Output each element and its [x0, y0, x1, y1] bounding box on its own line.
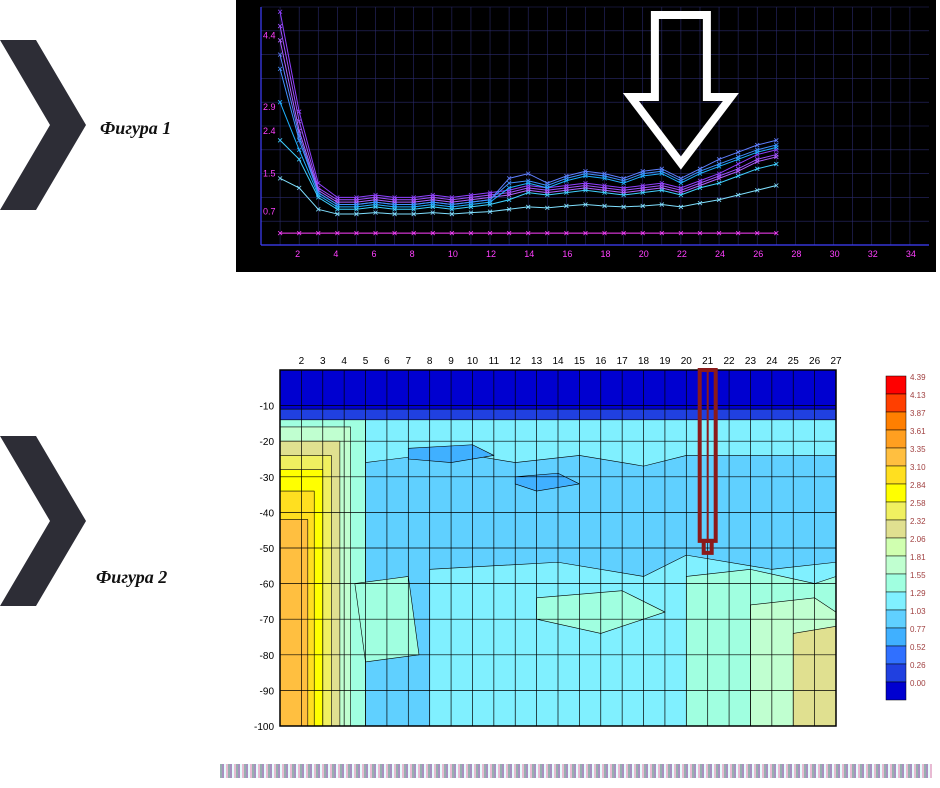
- svg-text:18: 18: [638, 356, 650, 367]
- svg-text:20: 20: [681, 356, 693, 367]
- svg-text:1.81: 1.81: [910, 553, 926, 562]
- svg-text:23: 23: [745, 356, 757, 367]
- svg-text:1.5: 1.5: [263, 169, 276, 179]
- svg-text:12: 12: [486, 249, 496, 259]
- footer-strip: [220, 764, 932, 778]
- figure-1-svg: 0.71.52.42.94.42468101214161820222426283…: [239, 3, 933, 269]
- svg-text:-10: -10: [260, 402, 275, 413]
- svg-text:1.03: 1.03: [910, 607, 926, 616]
- svg-text:4: 4: [341, 356, 347, 367]
- svg-text:2.4: 2.4: [263, 126, 276, 136]
- svg-text:1.29: 1.29: [910, 589, 926, 598]
- svg-text:2: 2: [295, 249, 300, 259]
- svg-text:27: 27: [830, 356, 842, 367]
- svg-text:22: 22: [724, 356, 736, 367]
- svg-text:3: 3: [320, 356, 326, 367]
- svg-text:4.39: 4.39: [910, 373, 926, 382]
- svg-text:24: 24: [766, 356, 778, 367]
- page-root: Фигура 1 0.71.52.42.94.42468101214161820…: [0, 0, 940, 788]
- svg-text:0.7: 0.7: [263, 207, 276, 217]
- svg-text:-100: -100: [254, 722, 274, 733]
- svg-text:5: 5: [363, 356, 369, 367]
- svg-text:21: 21: [702, 356, 714, 367]
- svg-text:9: 9: [448, 356, 454, 367]
- svg-text:30: 30: [830, 249, 840, 259]
- svg-text:3.61: 3.61: [910, 427, 926, 436]
- svg-text:8: 8: [410, 249, 415, 259]
- svg-text:4.13: 4.13: [910, 391, 926, 400]
- svg-text:1.55: 1.55: [910, 571, 926, 580]
- svg-text:2.84: 2.84: [910, 481, 926, 490]
- svg-text:0.77: 0.77: [910, 625, 926, 634]
- svg-text:2.32: 2.32: [910, 517, 926, 526]
- svg-text:16: 16: [595, 356, 607, 367]
- svg-text:11: 11: [489, 356, 500, 367]
- figure-1-label: Фигура 1: [100, 118, 171, 139]
- pointer-figure-2: [0, 436, 90, 606]
- svg-text:12: 12: [510, 356, 522, 367]
- svg-text:2: 2: [299, 356, 305, 367]
- svg-text:19: 19: [659, 356, 671, 367]
- svg-text:-70: -70: [260, 615, 275, 626]
- svg-text:20: 20: [639, 249, 649, 259]
- svg-text:4: 4: [333, 249, 338, 259]
- svg-text:13: 13: [531, 356, 543, 367]
- svg-text:-60: -60: [260, 580, 275, 591]
- svg-text:4.4: 4.4: [263, 31, 276, 41]
- pointer-figure-1: [0, 40, 90, 210]
- svg-text:34: 34: [906, 249, 916, 259]
- svg-text:8: 8: [427, 356, 433, 367]
- svg-text:26: 26: [753, 249, 763, 259]
- svg-text:6: 6: [372, 249, 377, 259]
- svg-text:3.35: 3.35: [910, 445, 926, 454]
- svg-text:6: 6: [384, 356, 390, 367]
- svg-text:22: 22: [677, 249, 687, 259]
- figure-2-chart: 4.39 4.13 3.87 3.61 3.35 3.10 2.84 2.58 2.32 2.06…: [236, 350, 936, 742]
- svg-text:3.10: 3.10: [910, 463, 926, 472]
- svg-text:2.58: 2.58: [910, 499, 926, 508]
- svg-text:-20: -20: [260, 437, 275, 448]
- svg-text:2.9: 2.9: [263, 102, 276, 112]
- svg-text:17: 17: [617, 356, 629, 367]
- svg-text:0.00: 0.00: [910, 679, 926, 688]
- svg-text:0.26: 0.26: [910, 661, 926, 670]
- svg-text:18: 18: [601, 249, 611, 259]
- figure-1-chart: 0.71.52.42.94.42468101214161820222426283…: [236, 0, 936, 272]
- svg-text:32: 32: [868, 249, 878, 259]
- svg-text:25: 25: [788, 356, 800, 367]
- svg-text:14: 14: [552, 356, 564, 367]
- svg-text:-30: -30: [260, 473, 275, 484]
- svg-text:2.06: 2.06: [910, 535, 926, 544]
- svg-text:15: 15: [574, 356, 586, 367]
- svg-text:10: 10: [467, 356, 479, 367]
- svg-text:26: 26: [809, 356, 821, 367]
- svg-text:28: 28: [791, 249, 801, 259]
- figure-2-label: Фигура 2: [96, 567, 167, 588]
- svg-text:3.87: 3.87: [910, 409, 926, 418]
- svg-text:0.52: 0.52: [910, 643, 926, 652]
- svg-text:-50: -50: [260, 544, 275, 555]
- svg-text:7: 7: [406, 356, 412, 367]
- svg-text:14: 14: [524, 249, 534, 259]
- svg-text:-40: -40: [260, 508, 275, 519]
- svg-text:-90: -90: [260, 686, 275, 697]
- svg-text:10: 10: [448, 249, 458, 259]
- svg-text:16: 16: [562, 249, 572, 259]
- svg-text:24: 24: [715, 249, 725, 259]
- svg-text:-80: -80: [260, 651, 275, 662]
